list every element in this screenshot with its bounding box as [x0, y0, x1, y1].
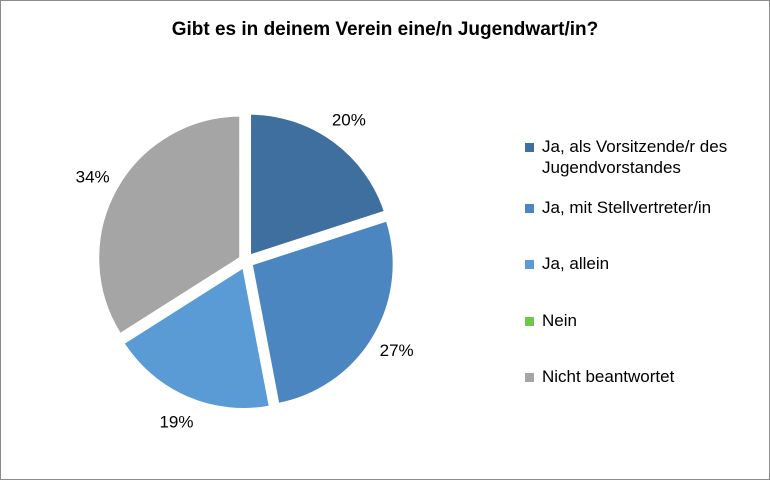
legend-label: Ja, allein	[542, 254, 610, 273]
legend-label: Nein	[542, 311, 577, 330]
data-label-nicht-beantwortet: 34%	[76, 168, 110, 187]
pie-slice-ja-allein	[120, 264, 273, 411]
legend-label: Nicht beantwortet	[542, 367, 675, 386]
data-label-ja-mit-stellvertreter: 27%	[380, 341, 414, 360]
legend-item-ja-allein: Ja, allein	[525, 254, 765, 274]
legend-item-ja-vorsitzende: Ja, als Vorsitzende/r des Jugendvorstand…	[525, 137, 765, 178]
legend-item-nicht-beantwortet: Nicht beantwortet	[525, 367, 765, 387]
legend-swatch	[525, 373, 534, 382]
legend-swatch	[525, 204, 534, 213]
legend-label: Ja, als Vorsitzende/r des Jugendvorstand…	[542, 137, 728, 177]
data-label-ja-allein: 19%	[159, 413, 193, 432]
pie-slice-ja-mit-stellvertreter	[249, 217, 396, 407]
data-label-ja-vorsitzende: 20%	[332, 110, 366, 129]
chart-title: Gibt es in deinem Verein eine/n Jugendwa…	[171, 19, 599, 40]
legend-item-ja-mit-stellvertreter: Ja, mit Stellvertreter/in	[525, 198, 765, 218]
legend-label: Ja, mit Stellvertreter/in	[542, 198, 712, 217]
legend-swatch	[525, 260, 534, 269]
pie-slice-nicht-beantwortet	[96, 113, 243, 337]
legend-swatch	[525, 317, 534, 326]
pie-slice-ja-vorsitzende	[248, 111, 388, 259]
legend-swatch	[525, 143, 534, 152]
legend-item-nein: Nein	[525, 311, 765, 331]
